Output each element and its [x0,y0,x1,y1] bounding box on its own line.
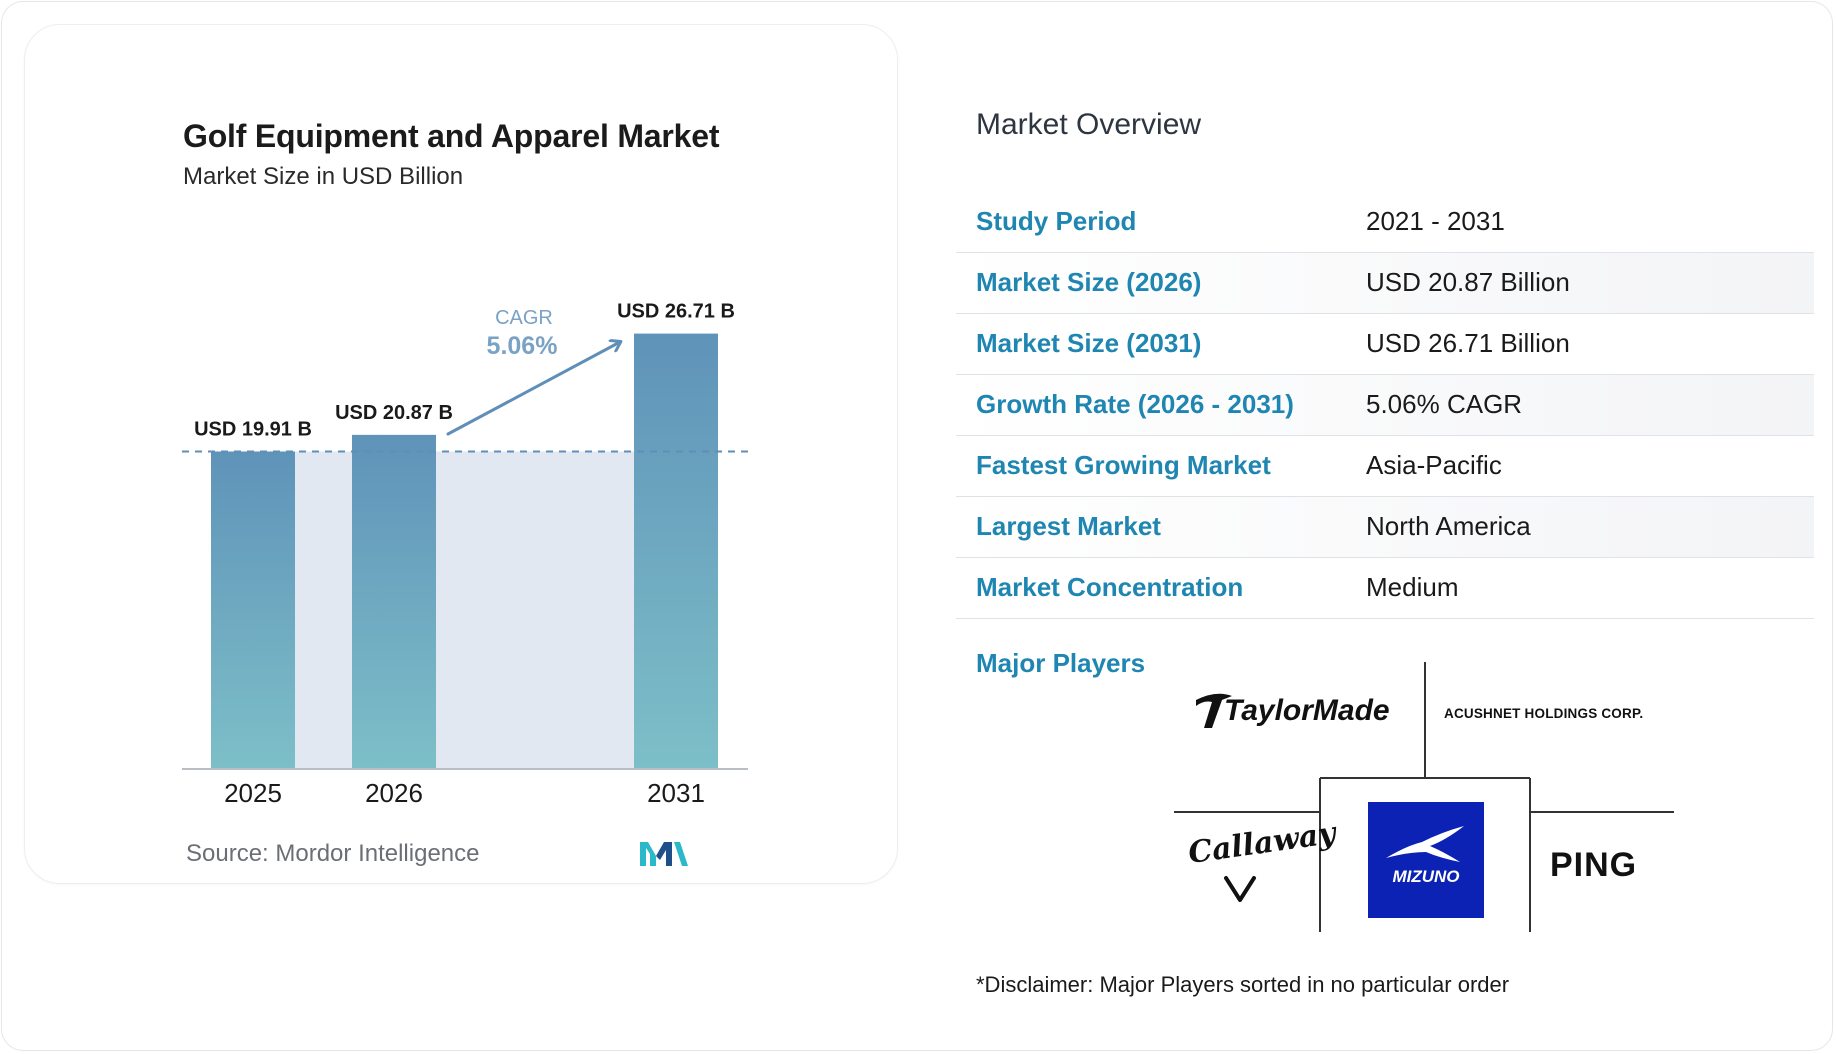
disclaimer: *Disclaimer: Major Players sorted in no … [976,972,1510,997]
overview-value: North America [1366,511,1531,541]
overview-row: Growth Rate (2026 - 2031) 5.06% CAGR [956,375,1814,436]
x-tick-label: 2026 [365,778,423,808]
overview-row: Market Concentration Medium [956,558,1814,619]
chart-subtitle: Market Size in USD Billion [183,163,464,190]
overview-title: Market Overview [976,108,1202,141]
overview-row: Market Size (2026) USD 20.87 Billion [956,253,1814,314]
overview-value: Asia-Pacific [1366,450,1502,480]
chart-title: Golf Equipment and Apparel Market [183,118,720,154]
acushnet-logo: ACUSHNET HOLDINGS CORP. [1444,706,1643,721]
overview-key: Market Concentration [976,572,1244,602]
taylormade-logo: TaylorMade [1196,693,1390,728]
mordor-intelligence-logo [640,842,688,866]
cagr-arrow [446,342,620,436]
overview-value: 5.06% CAGR [1366,389,1523,419]
overview-key: Fastest Growing Market [976,450,1271,480]
bar-2025 [211,451,295,769]
overview-value: USD 20.87 Billion [1366,267,1570,297]
major-players-grid: TaylorMade ACUSHNET HOLDINGS CORP. Calla… [1174,662,1674,932]
ping-logo: PING [1550,846,1637,884]
callaway-logo-text: Callaway [1186,815,1340,871]
overview-row: Fastest Growing Market Asia-Pacific [956,436,1814,497]
bar-2031 [634,333,718,769]
overview-row: Largest Market North America [956,497,1814,558]
data-label: USD 26.71 B [617,301,735,323]
bar-2026 [352,434,436,769]
mizuno-logo: MIZUNO [1368,802,1484,918]
overview-key: Study Period [976,206,1137,236]
x-tick-label: 2025 [224,778,282,808]
source-note: Source: Mordor Intelligence [186,840,480,867]
data-label: USD 20.87 B [335,402,453,424]
cagr-value: 5.06% [487,332,558,360]
overview-row: Market Size (2031) USD 26.71 Billion [956,314,1814,375]
overview-value: Medium [1366,572,1459,602]
overview-key: Market Size (2031) [976,328,1202,358]
overview-row: Study Period 2021 - 2031 [956,192,1814,253]
taylormade-logo-text: TaylorMade [1224,694,1390,727]
overview-key: Growth Rate (2026 - 2031) [976,389,1294,419]
major-players-label: Major Players [976,648,1146,678]
overview-value: USD 26.71 Billion [1366,328,1570,358]
x-tick-label: 2031 [647,778,705,808]
mizuno-logo-text: MIZUNO [1392,867,1459,886]
overview-value: 2021 - 2031 [1366,206,1505,236]
callaway-logo: Callaway [1186,815,1340,902]
overview-key: Largest Market [976,511,1161,541]
overview-table: Study Period 2021 - 2031 Market Size (20… [956,192,1814,619]
bar-chart: 2025 2026 2031 USD 19.91 B USD 20.87 B USD 26… [182,301,748,808]
data-label: USD 19.91 B [194,419,312,441]
cagr-label: CAGR [495,307,553,329]
overview-key: Market Size (2026) [976,267,1202,297]
